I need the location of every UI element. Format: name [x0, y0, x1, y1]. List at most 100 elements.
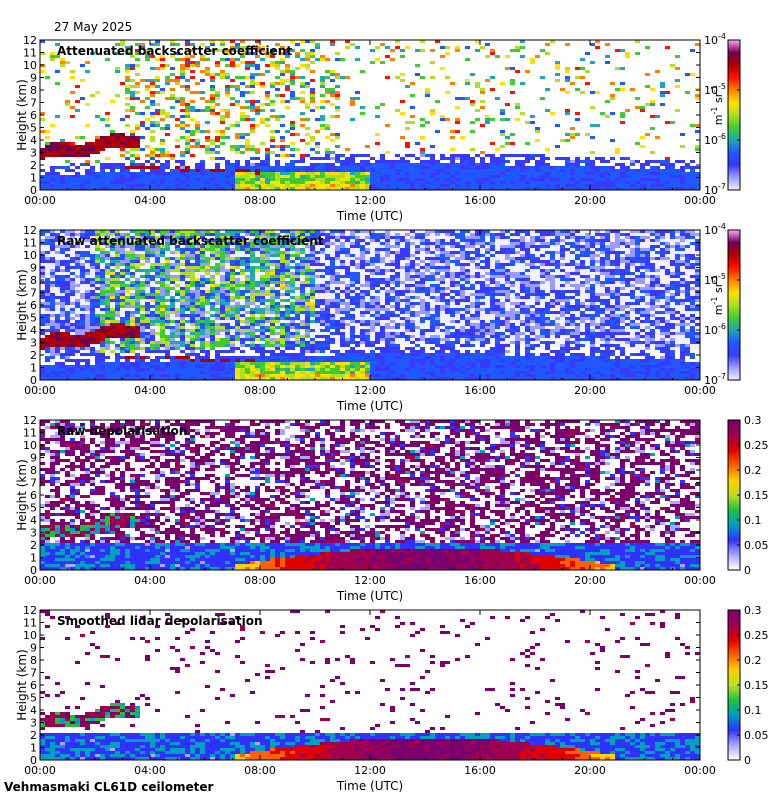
colorbar [728, 40, 740, 190]
y-tick-label: 9 [30, 452, 37, 465]
y-tick-label: 11 [23, 427, 37, 440]
y-tick-label: 9 [30, 72, 37, 85]
y-tick-label: 5 [30, 692, 37, 705]
x-tick-label: 08:00 [244, 764, 276, 777]
x-tick-label: 12:00 [354, 194, 386, 207]
x-tick-label: 16:00 [464, 384, 496, 397]
x-tick-label: 04:00 [134, 194, 166, 207]
y-tick-label: 2 [30, 539, 37, 552]
y-axis-label: Height (km) [15, 269, 29, 340]
panel-title: Raw depolarisation [57, 424, 187, 438]
y-tick-label: 4 [30, 324, 37, 337]
colorbar-tick-label: 0.05 [744, 729, 769, 742]
y-tick-label: 10 [23, 439, 37, 452]
y-tick-label: 2 [30, 349, 37, 362]
x-tick-label: 20:00 [574, 194, 606, 207]
y-tick-label: 11 [23, 617, 37, 630]
y-tick-label: 6 [30, 109, 37, 122]
colorbar-tick-label: 0.2 [744, 654, 762, 667]
x-tick-label: 08:00 [244, 194, 276, 207]
colorbar-tick-label: 10-4 [704, 222, 726, 237]
x-tick-label: 04:00 [134, 384, 166, 397]
colorbar-tick-label: 10-7 [704, 182, 726, 197]
y-tick-label: 3 [30, 147, 37, 160]
x-axis-label: Time (UTC) [336, 209, 403, 223]
y-tick-label: 8 [30, 464, 37, 477]
y-tick-label: 12 [23, 414, 37, 427]
x-axis-label: Time (UTC) [336, 589, 403, 603]
colorbar-tick-label: 0.15 [744, 489, 769, 502]
colorbar-tick-label: 10-6 [704, 132, 726, 147]
y-tick-label: 3 [30, 527, 37, 540]
x-tick-label: 00:00 [24, 384, 56, 397]
y-tick-label: 5 [30, 122, 37, 135]
y-axis-label: Height (km) [15, 79, 29, 150]
y-tick-label: 12 [23, 604, 37, 617]
x-tick-label: 12:00 [354, 574, 386, 587]
heatmap [40, 230, 700, 380]
y-tick-label: 7 [30, 477, 37, 490]
x-tick-label: 16:00 [464, 194, 496, 207]
panel-1: Attenuated backscatter coefficient012345… [15, 32, 740, 223]
x-tick-label: 00:00 [24, 574, 56, 587]
y-tick-label: 1 [30, 552, 37, 565]
y-tick-label: 10 [23, 59, 37, 72]
y-tick-label: 5 [30, 502, 37, 515]
y-tick-label: 6 [30, 299, 37, 312]
y-tick-label: 10 [23, 249, 37, 262]
y-tick-label: 9 [30, 642, 37, 655]
x-tick-label: 20:00 [574, 574, 606, 587]
instrument-label: Vehmasmaki CL61D ceilometer [4, 780, 213, 794]
x-tick-label: 16:00 [464, 764, 496, 777]
panel-3: Raw depolarisation0123456789101112Height… [15, 414, 769, 603]
y-tick-label: 2 [30, 729, 37, 742]
x-axis-label: Time (UTC) [336, 779, 403, 793]
panel-4: Smoothed lidar depolarisation01234567891… [15, 604, 769, 793]
colorbar-tick-label: 0.1 [744, 514, 762, 527]
x-axis-label: Time (UTC) [336, 399, 403, 413]
y-tick-label: 8 [30, 84, 37, 97]
y-tick-label: 7 [30, 667, 37, 680]
panel-title: Smoothed lidar depolarisation [57, 614, 263, 628]
panel-2: Raw attenuated backscatter coefficient01… [15, 222, 740, 413]
y-axis-label: Height (km) [15, 459, 29, 530]
x-tick-label: 04:00 [134, 574, 166, 587]
x-tick-label: 16:00 [464, 574, 496, 587]
colorbar-tick-label: 10-7 [704, 372, 726, 387]
panel-title: Attenuated backscatter coefficient [57, 44, 292, 58]
colorbar-tick-label: 0.05 [744, 539, 769, 552]
colorbar-tick-label: 0.2 [744, 464, 762, 477]
x-tick-label: 20:00 [574, 764, 606, 777]
x-tick-label: 20:00 [574, 384, 606, 397]
colorbar-tick-label: 0.25 [744, 439, 769, 452]
colorbar-tick-label: 0.3 [744, 414, 762, 427]
y-tick-label: 11 [23, 237, 37, 250]
x-tick-label: 08:00 [244, 384, 276, 397]
y-tick-label: 4 [30, 704, 37, 717]
y-tick-label: 8 [30, 654, 37, 667]
colorbar [728, 230, 740, 380]
x-tick-label: 00:00 [24, 194, 56, 207]
colorbar-tick-label: 0.25 [744, 629, 769, 642]
x-tick-label: 04:00 [134, 764, 166, 777]
y-tick-label: 7 [30, 287, 37, 300]
x-tick-label: 00:00 [24, 764, 56, 777]
y-tick-label: 4 [30, 134, 37, 147]
y-tick-label: 6 [30, 489, 37, 502]
y-tick-label: 12 [23, 224, 37, 237]
x-tick-label: 00:00 [684, 764, 716, 777]
y-tick-label: 11 [23, 47, 37, 60]
y-tick-label: 1 [30, 742, 37, 755]
y-tick-label: 6 [30, 679, 37, 692]
colorbar-tick-label: 10-6 [704, 322, 726, 337]
colorbar-tick-label: 0.1 [744, 704, 762, 717]
y-tick-label: 2 [30, 159, 37, 172]
x-tick-label: 08:00 [244, 574, 276, 587]
y-axis-label: Height (km) [15, 649, 29, 720]
y-tick-label: 7 [30, 97, 37, 110]
colorbar-tick-label: 0 [744, 754, 751, 767]
colorbar-tick-label: 0.15 [744, 679, 769, 692]
y-tick-label: 4 [30, 514, 37, 527]
x-tick-label: 12:00 [354, 764, 386, 777]
